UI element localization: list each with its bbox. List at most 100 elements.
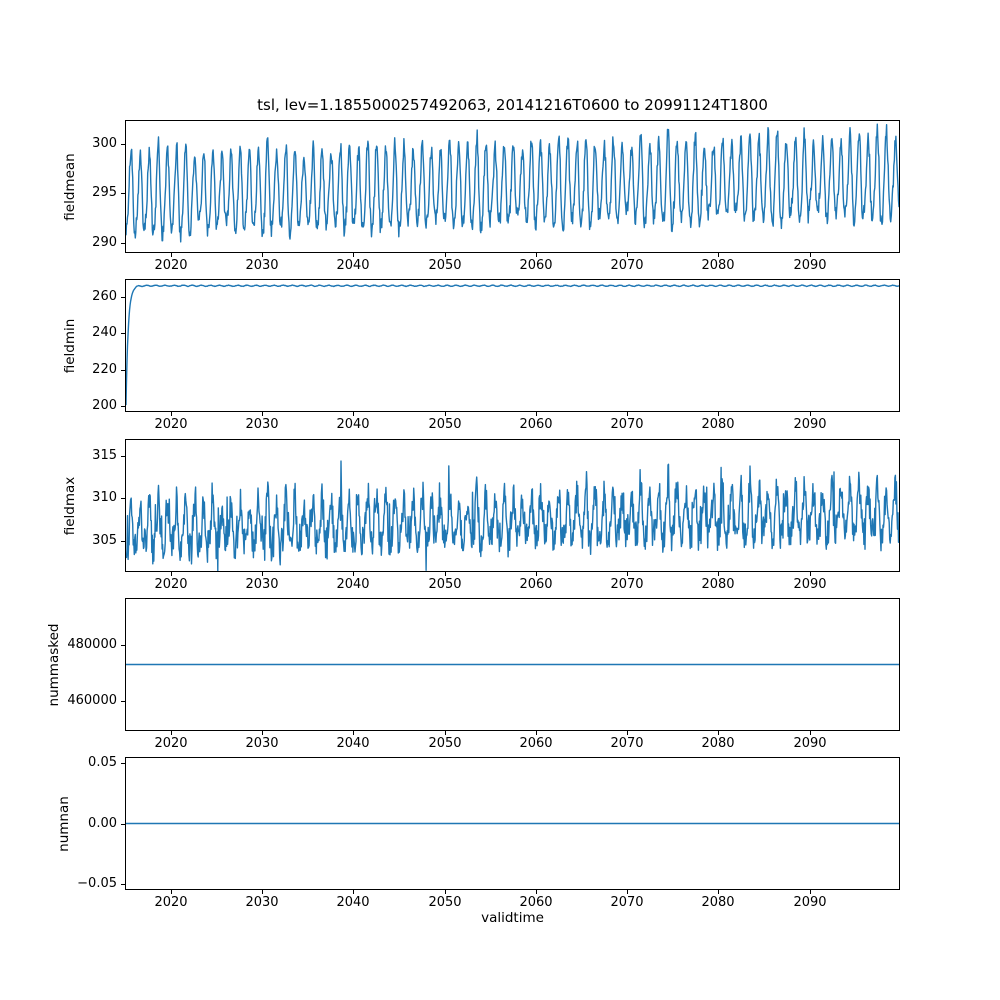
y-tick-label: 310 <box>92 490 117 505</box>
y-tick-mark <box>121 243 125 244</box>
y-tick-mark <box>121 406 125 407</box>
x-tick-label: 2070 <box>610 895 644 910</box>
x-tick-label: 2070 <box>610 417 644 432</box>
x-tick-mark <box>171 731 172 735</box>
x-tick-label: 2030 <box>245 258 279 273</box>
y-tick-label: 220 <box>92 362 117 377</box>
y-tick-label: 260 <box>92 289 117 304</box>
x-tick-label: 2030 <box>245 895 279 910</box>
x-tick-mark <box>353 731 354 735</box>
x-tick-label: 2070 <box>610 258 644 273</box>
x-tick-label: 2020 <box>154 577 188 592</box>
x-tick-mark <box>718 890 719 894</box>
x-tick-mark <box>445 890 446 894</box>
x-tick-label: 2060 <box>519 577 553 592</box>
x-tick-mark <box>627 731 628 735</box>
x-tick-mark <box>353 572 354 576</box>
x-tick-label: 2070 <box>610 736 644 751</box>
x-tick-mark <box>718 412 719 416</box>
x-tick-label: 2020 <box>154 417 188 432</box>
x-tick-mark <box>627 253 628 257</box>
y-tick-mark <box>121 824 125 825</box>
x-tick-label: 2080 <box>701 736 735 751</box>
y-tick-mark <box>121 701 125 702</box>
x-tick-mark <box>353 412 354 416</box>
x-tick-label: 2050 <box>428 895 462 910</box>
x-tick-mark <box>810 890 811 894</box>
x-tick-label: 2090 <box>793 577 827 592</box>
x-tick-mark <box>445 572 446 576</box>
series-line-fieldmin <box>126 284 899 406</box>
y-tick-mark <box>121 763 125 764</box>
subplot-nummasked <box>125 598 900 731</box>
x-axis-label: validtime <box>481 910 544 926</box>
x-tick-label: 2080 <box>701 895 735 910</box>
x-tick-label: 2030 <box>245 417 279 432</box>
x-tick-label: 2050 <box>428 258 462 273</box>
x-tick-label: 2040 <box>336 258 370 273</box>
chart-title: tsl, lev=1.1855000257492063, 20141216T06… <box>257 96 768 114</box>
x-tick-mark <box>718 572 719 576</box>
series-line-fieldmax <box>126 460 899 571</box>
y-tick-label: 0.00 <box>88 816 117 831</box>
x-tick-mark <box>627 572 628 576</box>
x-tick-mark <box>262 731 263 735</box>
y-tick-label: 0.05 <box>88 755 117 770</box>
x-tick-mark <box>627 412 628 416</box>
subplot-fieldmean <box>125 120 900 253</box>
x-tick-label: 2060 <box>519 736 553 751</box>
x-tick-label: 2090 <box>793 736 827 751</box>
x-tick-label: 2090 <box>793 895 827 910</box>
x-tick-mark <box>171 412 172 416</box>
x-tick-label: 2090 <box>793 258 827 273</box>
subplot-fieldmin <box>125 279 900 412</box>
x-tick-label: 2070 <box>610 577 644 592</box>
x-tick-mark <box>445 253 446 257</box>
y-tick-mark <box>121 144 125 145</box>
y-tick-mark <box>121 333 125 334</box>
y-tick-label: 460000 <box>67 693 117 708</box>
y-tick-label: 315 <box>92 448 117 463</box>
x-tick-mark <box>536 890 537 894</box>
x-tick-mark <box>536 253 537 257</box>
x-tick-mark <box>536 572 537 576</box>
y-tick-label: 295 <box>92 185 117 200</box>
y-tick-mark <box>121 498 125 499</box>
y-tick-label: 200 <box>92 398 117 413</box>
subplot-fieldmax <box>125 439 900 572</box>
x-tick-label: 2020 <box>154 895 188 910</box>
x-tick-mark <box>262 572 263 576</box>
x-tick-mark <box>445 731 446 735</box>
y-tick-mark <box>121 645 125 646</box>
y-tick-label: 300 <box>92 136 117 151</box>
x-tick-label: 2080 <box>701 577 735 592</box>
x-tick-label: 2080 <box>701 258 735 273</box>
x-tick-mark <box>262 412 263 416</box>
x-tick-mark <box>810 412 811 416</box>
x-tick-label: 2080 <box>701 417 735 432</box>
x-tick-label: 2020 <box>154 258 188 273</box>
series-line-fieldmean <box>126 123 899 243</box>
x-tick-label: 2050 <box>428 417 462 432</box>
y-tick-mark <box>121 370 125 371</box>
y-tick-mark <box>121 297 125 298</box>
x-tick-mark <box>810 572 811 576</box>
x-tick-label: 2030 <box>245 736 279 751</box>
x-tick-label: 2040 <box>336 895 370 910</box>
x-tick-mark <box>262 253 263 257</box>
x-tick-label: 2020 <box>154 736 188 751</box>
x-tick-label: 2090 <box>793 417 827 432</box>
y-tick-label: 290 <box>92 235 117 250</box>
x-tick-mark <box>627 890 628 894</box>
x-tick-label: 2050 <box>428 577 462 592</box>
y-tick-mark <box>121 193 125 194</box>
x-tick-mark <box>262 890 263 894</box>
x-tick-mark <box>536 731 537 735</box>
x-tick-mark <box>445 412 446 416</box>
y-tick-label: 305 <box>92 533 117 548</box>
y-tick-mark <box>121 541 125 542</box>
x-tick-mark <box>171 572 172 576</box>
x-tick-mark <box>810 253 811 257</box>
y-tick-mark <box>121 884 125 885</box>
